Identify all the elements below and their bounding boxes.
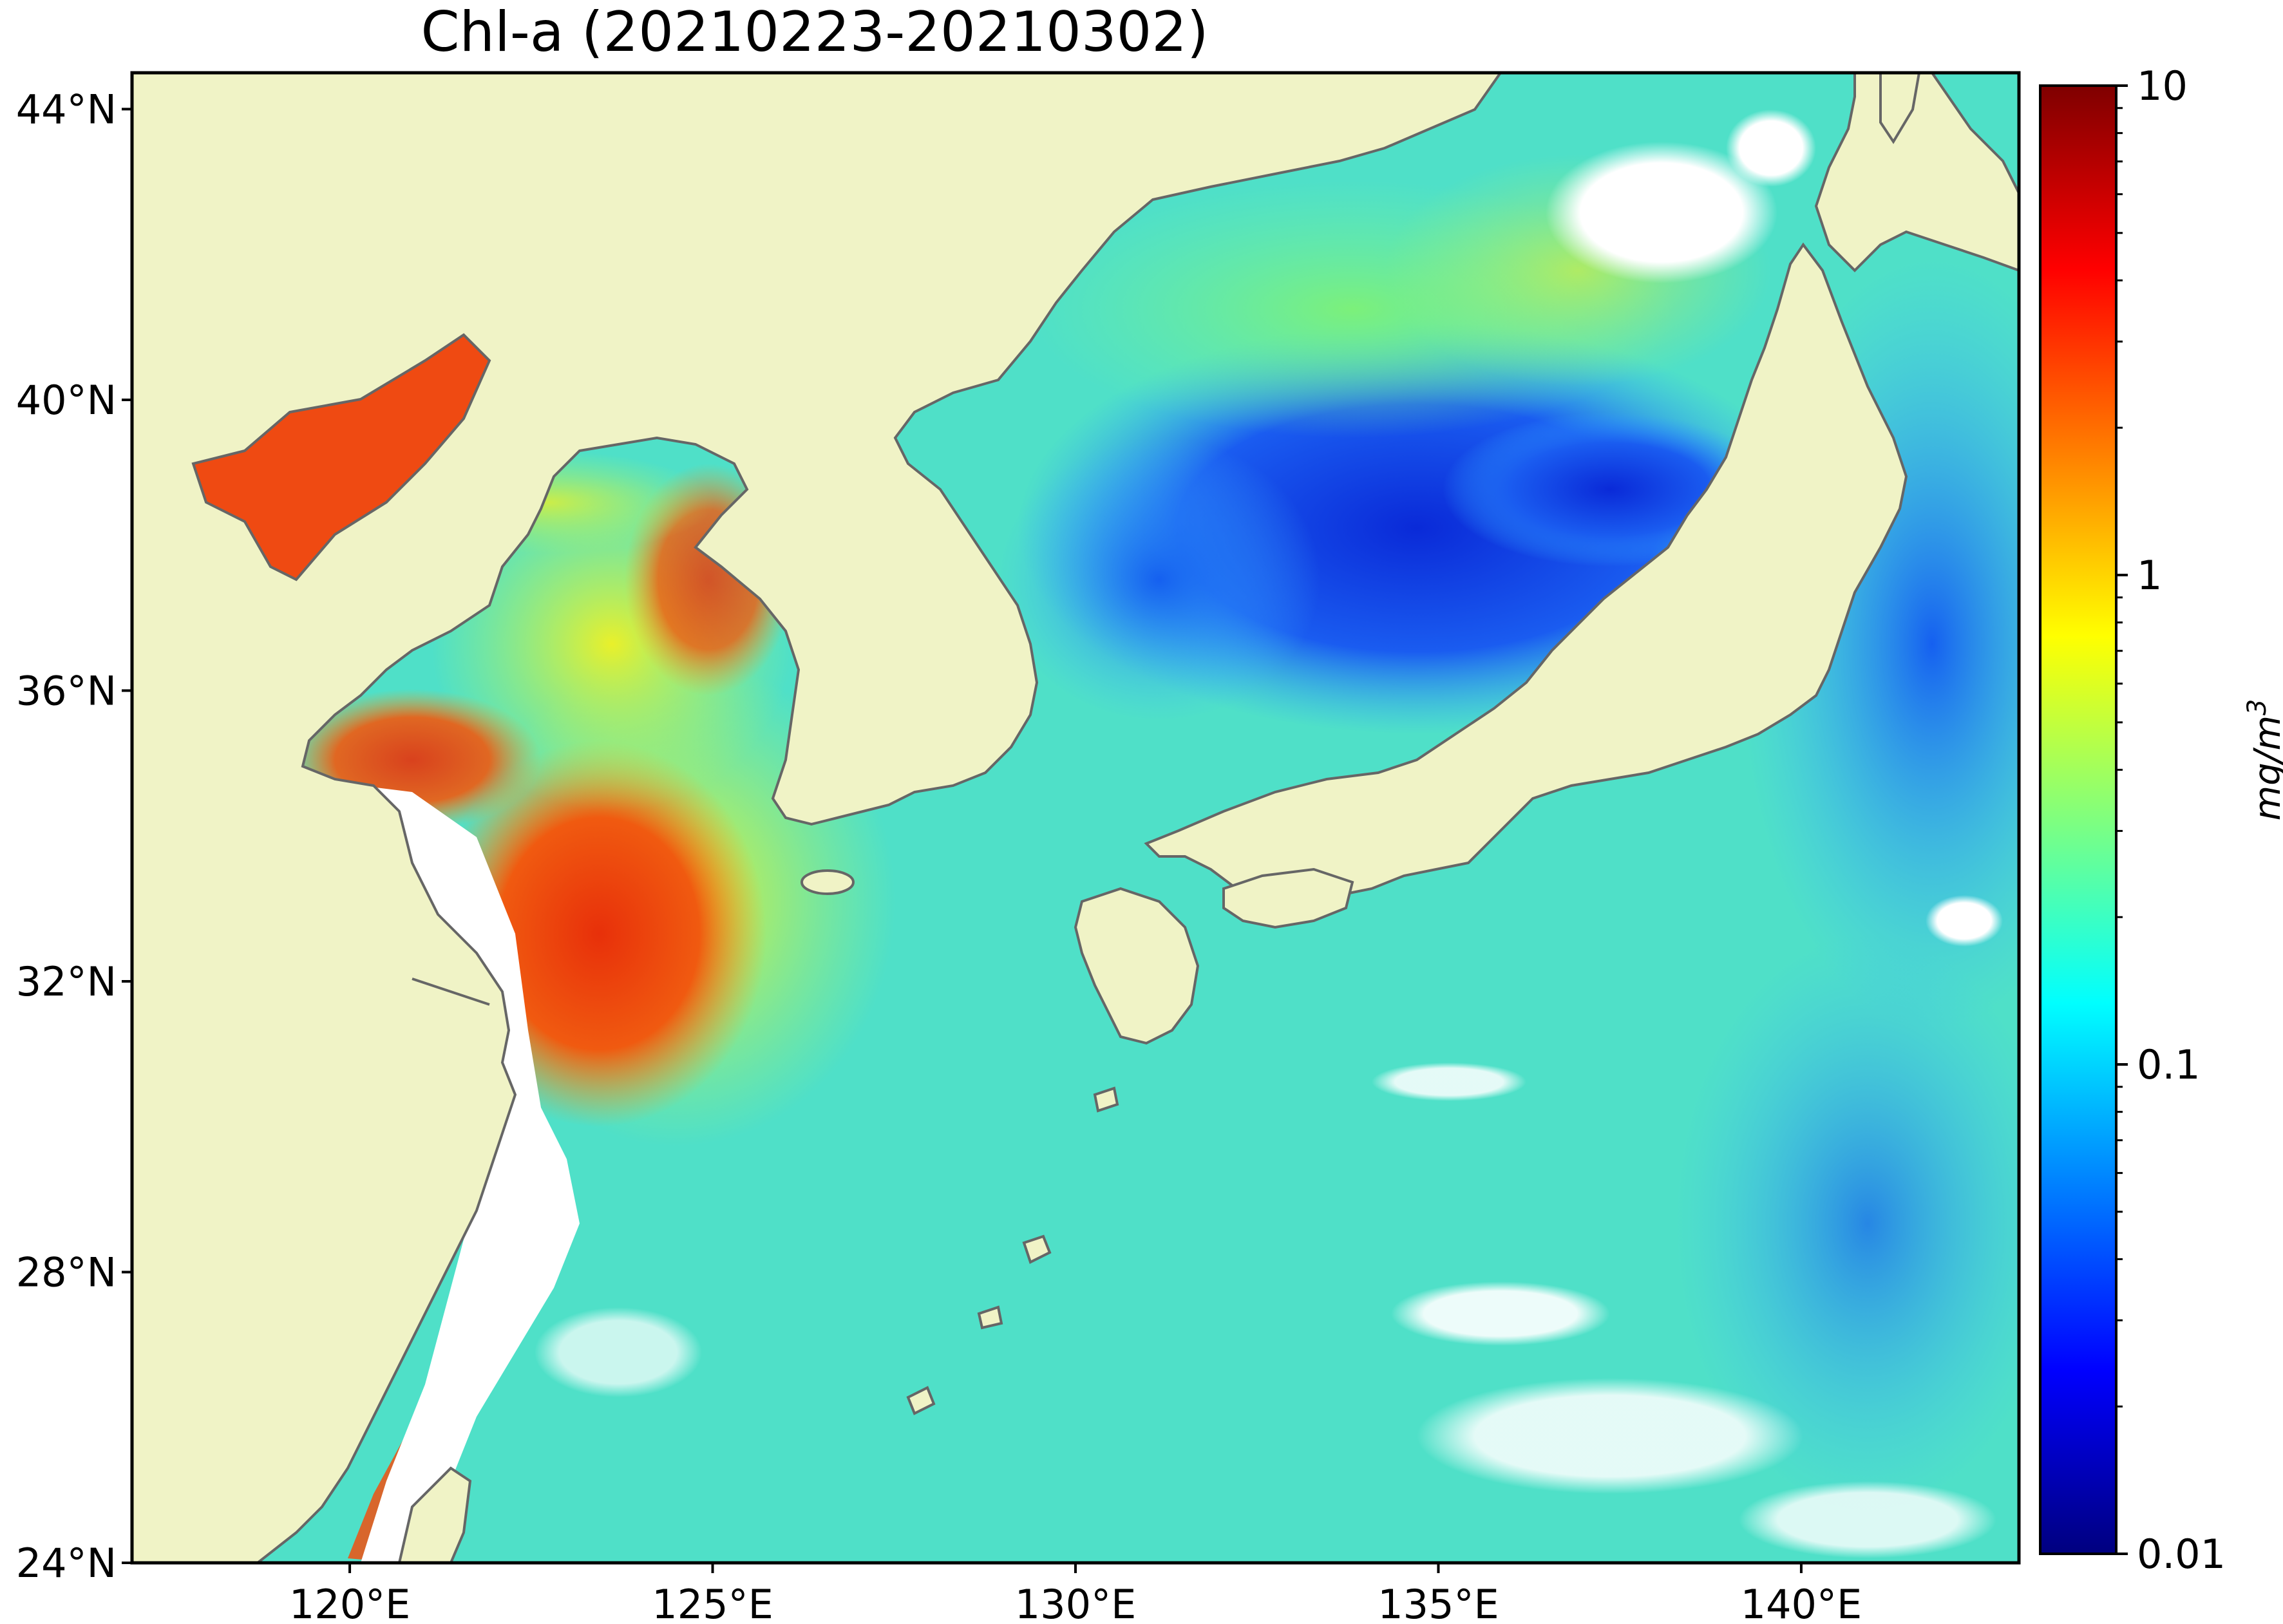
lon-tick-label: 120°E — [289, 1581, 411, 1624]
colorbar-gradient — [2039, 84, 2117, 1555]
lon-tick-label: 135°E — [1378, 1581, 1499, 1624]
lon-tick-label: 140°E — [1741, 1581, 1862, 1624]
sakhalin-fragment — [1879, 73, 1921, 144]
colorbar-tick-label: 10 — [2137, 62, 2188, 109]
colorbar-tick-label: 0.01 — [2137, 1531, 2226, 1578]
hokkaido-island — [1814, 73, 2019, 272]
colorbar: 10 1 0.1 0.01 mg/m3 — [2039, 62, 2283, 1578]
no-data-cloud — [1546, 142, 1777, 283]
shikoku-island — [1222, 867, 1354, 929]
colorbar-tick-label: 0.1 — [2137, 1041, 2201, 1088]
colorbar-ticks: 10 1 0.1 0.01 — [2116, 62, 2226, 1578]
lat-tick-label: 40°N — [16, 377, 117, 424]
yangtze-estuary-line — [412, 977, 490, 1006]
map-field — [132, 73, 2019, 1563]
colorbar-unit-label: mg/m3 — [2242, 699, 2283, 821]
asian-mainland — [132, 73, 1502, 1563]
lat-tick-label: 36°N — [16, 667, 117, 714]
lat-tick-label: 44°N — [16, 86, 117, 133]
land-areas — [132, 73, 2019, 1563]
kyushu-island — [1074, 887, 1200, 1045]
lat-tick-label: 28°N — [16, 1249, 117, 1296]
longitude-axis: 120°E 125°E 130°E 135°E 140°E — [289, 1563, 1862, 1624]
bohai-sea-high-chl — [193, 335, 489, 580]
lat-tick-label: 32°N — [16, 958, 117, 1005]
jeju-island — [800, 869, 855, 895]
lat-tick-label: 24°N — [16, 1540, 117, 1587]
colorbar-tick-label: 1 — [2137, 552, 2162, 599]
ryukyu-islands — [906, 1086, 1119, 1415]
figure-title: Chl-a (20210223-20210302) — [421, 0, 1209, 64]
taiwan-island — [397, 1466, 472, 1563]
latitude-axis: 44°N 40°N 36°N 32°N 28°N 24°N — [16, 86, 132, 1587]
lon-tick-label: 130°E — [1015, 1581, 1137, 1624]
lon-tick-label: 125°E — [652, 1581, 773, 1624]
